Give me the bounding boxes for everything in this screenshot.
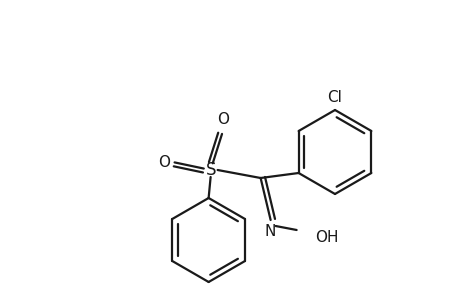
Text: Cl: Cl [327,90,341,105]
Text: S: S [205,161,215,179]
Text: OH: OH [314,230,337,245]
Text: O: O [157,154,169,169]
Text: O: O [216,112,228,127]
Text: N: N [264,224,276,239]
